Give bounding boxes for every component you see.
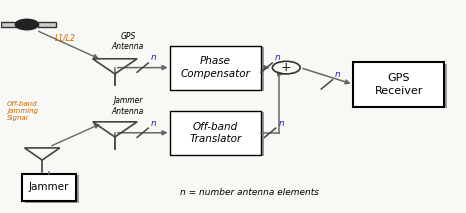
Text: Off-band
Translator: Off-band Translator (190, 122, 242, 144)
FancyBboxPatch shape (26, 175, 79, 203)
Text: n: n (151, 118, 157, 128)
FancyBboxPatch shape (171, 46, 261, 90)
Text: n: n (278, 118, 284, 128)
Text: L1/L2: L1/L2 (55, 33, 75, 42)
FancyBboxPatch shape (353, 62, 444, 106)
Text: Jammer: Jammer (29, 183, 69, 192)
FancyBboxPatch shape (1, 22, 19, 27)
Text: +: + (281, 61, 292, 74)
Text: n: n (275, 53, 281, 62)
FancyBboxPatch shape (39, 22, 56, 27)
FancyBboxPatch shape (174, 47, 264, 91)
Text: n: n (151, 53, 157, 62)
Text: GPS
Receiver: GPS Receiver (374, 73, 423, 96)
Text: Jammer
Antenna: Jammer Antenna (112, 96, 144, 115)
Text: Off-band
Jamming
Signal: Off-band Jamming Signal (7, 101, 38, 121)
FancyBboxPatch shape (174, 112, 264, 156)
Text: n = number antenna elements: n = number antenna elements (180, 188, 319, 197)
FancyBboxPatch shape (22, 174, 75, 201)
Circle shape (15, 19, 39, 30)
Text: GPS
Antenna: GPS Antenna (112, 32, 144, 51)
Text: Phase
Compensator: Phase Compensator (181, 56, 251, 79)
FancyBboxPatch shape (356, 64, 447, 108)
Text: n: n (335, 70, 341, 79)
FancyBboxPatch shape (171, 111, 261, 155)
